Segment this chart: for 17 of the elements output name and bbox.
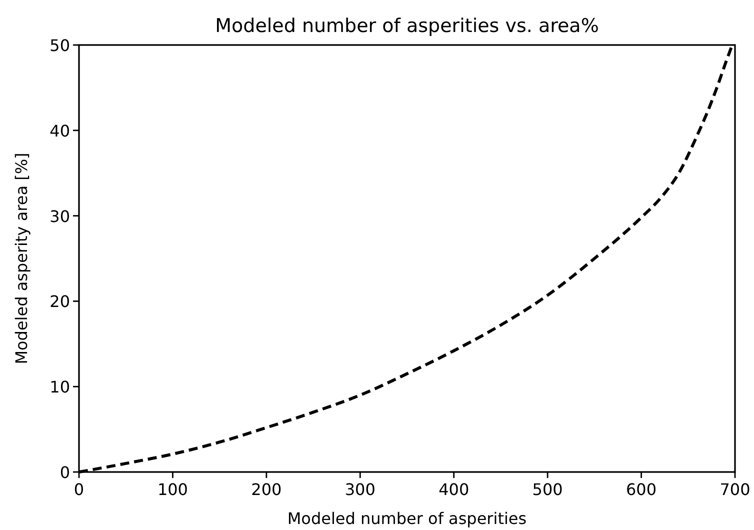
y-tick-label: 10 bbox=[50, 378, 70, 397]
x-tick-label: 200 bbox=[251, 480, 282, 499]
y-tick-label: 0 bbox=[60, 463, 70, 482]
y-tick-label: 50 bbox=[50, 36, 70, 55]
x-tick-label: 600 bbox=[626, 480, 657, 499]
y-axis-title: Modeled asperity area [%] bbox=[12, 152, 31, 364]
y-tick-label: 40 bbox=[50, 121, 70, 140]
chart-title: Modeled number of asperities vs. area% bbox=[215, 15, 599, 37]
y-tick-label: 30 bbox=[50, 206, 70, 226]
x-axis-title: Modeled number of asperities bbox=[287, 509, 527, 528]
x-tick-label: 700 bbox=[720, 480, 750, 499]
y-tick-label: 20 bbox=[50, 292, 70, 312]
x-tick-label: 400 bbox=[438, 480, 470, 499]
x-tick-label: 0 bbox=[74, 480, 84, 499]
x-tick-label: 300 bbox=[344, 480, 376, 499]
x-tick-label: 500 bbox=[532, 480, 563, 499]
x-tick-label: 100 bbox=[157, 480, 188, 499]
